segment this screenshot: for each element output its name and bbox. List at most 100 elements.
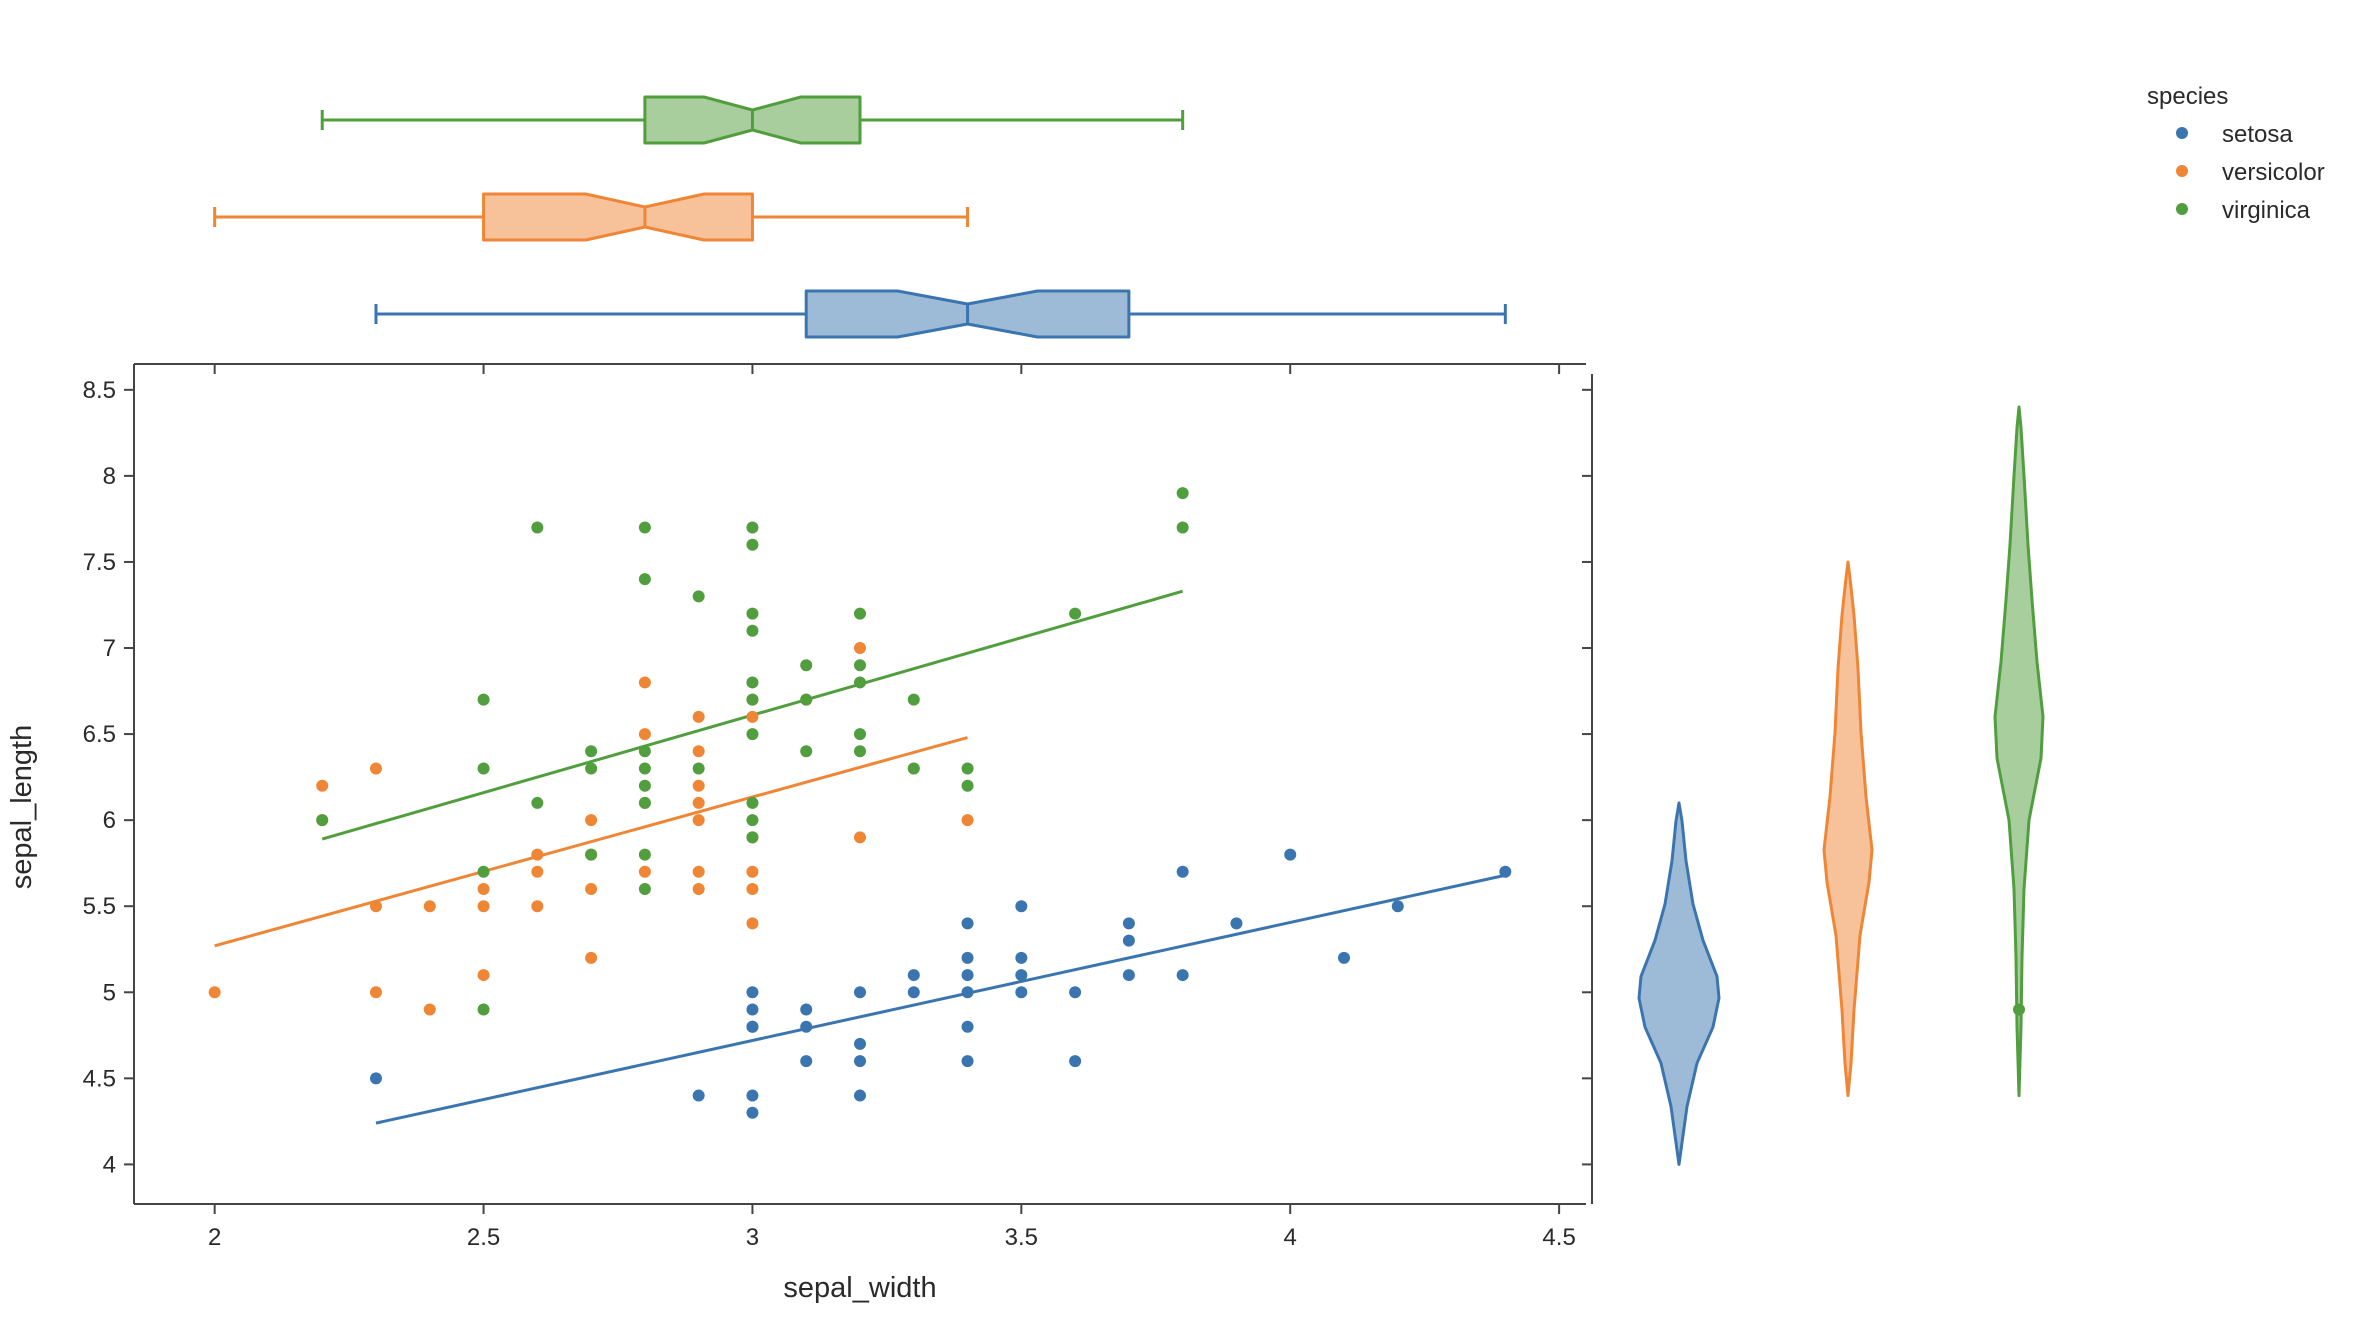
scatter-point-versicolor: [692, 865, 705, 878]
legend-marker-versicolor: [2176, 165, 2188, 177]
scatter-point-setosa: [961, 917, 974, 930]
violin-versicolor: [1822, 560, 1874, 1098]
violin-setosa: [1637, 801, 1721, 1166]
box-versicolor: [482, 192, 754, 242]
scatter-point-versicolor: [477, 900, 490, 913]
x-axis-title: sepal_width: [783, 1272, 936, 1304]
scatter-point-setosa: [1069, 1055, 1082, 1068]
legend: species setosa versicolor virginica: [2147, 83, 2325, 224]
scatter-point-virginica: [746, 521, 759, 534]
scatter-point-versicolor: [531, 848, 544, 861]
y-tick-label: 7.5: [83, 549, 116, 576]
violin-outlier-virginica: [2013, 1003, 2025, 1016]
scatter-point-versicolor: [746, 865, 759, 878]
x-tick-label: 3: [746, 1224, 759, 1251]
scatter-point-virginica: [800, 659, 813, 672]
marginal-violins: [1637, 405, 2045, 1166]
scatter-point-versicolor: [585, 814, 598, 827]
scatter-point-virginica: [854, 607, 866, 620]
y-tick-label: 7: [103, 635, 116, 662]
scatter-point-setosa: [854, 1089, 866, 1102]
scatter-point-setosa: [1015, 900, 1028, 913]
scatter-point-virginica: [638, 573, 651, 586]
trend-line-versicolor: [214, 736, 968, 948]
scatter-point-versicolor: [638, 676, 651, 689]
scatter-points: [208, 487, 1512, 1119]
scatter-point-versicolor: [638, 728, 651, 741]
scatter-point-virginica: [746, 538, 759, 551]
scatter-point-virginica: [746, 676, 759, 689]
scatter-point-versicolor: [477, 883, 490, 895]
y-tick-label: 5: [103, 979, 116, 1006]
scatter-point-setosa: [746, 1003, 759, 1016]
scatter-point-versicolor: [638, 865, 651, 878]
y-tick-label: 5.5: [83, 893, 116, 920]
scatter-point-virginica: [638, 779, 651, 792]
scatter-point-virginica: [638, 848, 651, 861]
scatter-point-setosa: [370, 1072, 382, 1085]
scatter-point-virginica: [638, 745, 651, 758]
scatter-point-setosa: [961, 969, 974, 982]
scatter-point-versicolor: [423, 1003, 436, 1016]
scatter-point-setosa: [1122, 934, 1135, 947]
scatter-point-setosa: [1230, 917, 1243, 930]
scatter-point-versicolor: [746, 883, 759, 895]
scatter-point-virginica: [692, 762, 705, 775]
y-axis-title: sepal_length: [6, 725, 38, 889]
scatter-point-setosa: [746, 1106, 759, 1119]
scatter-point-virginica: [961, 762, 974, 775]
trend-line-setosa: [375, 873, 1506, 1125]
scatter-point-virginica: [1176, 487, 1189, 500]
scatter-point-setosa: [1069, 986, 1082, 999]
legend-marker-virginica: [2176, 203, 2188, 215]
scatter-point-virginica: [692, 590, 705, 603]
scatter-point-virginica: [746, 814, 759, 827]
scatter-point-virginica: [585, 848, 598, 861]
scatter-point-virginica: [531, 521, 544, 534]
scatter-point-setosa: [746, 986, 759, 999]
scatter-point-setosa: [907, 969, 920, 982]
y-tick-label: 4: [103, 1151, 116, 1178]
legend-title: species: [2147, 83, 2228, 110]
scatter-point-setosa: [1122, 969, 1135, 982]
legend-label-versicolor: versicolor: [2222, 159, 2325, 186]
scatter-point-versicolor: [961, 814, 974, 827]
scatter-point-virginica: [746, 728, 759, 741]
scatter-point-setosa: [746, 1020, 759, 1033]
scatter-point-virginica: [585, 762, 598, 775]
scatter-point-virginica: [1176, 521, 1189, 534]
scatter-point-versicolor: [692, 883, 705, 895]
scatter-point-virginica: [746, 796, 759, 809]
scatter-point-versicolor: [692, 710, 705, 723]
scatter-point-versicolor: [370, 900, 382, 913]
scatter-point-versicolor: [585, 951, 598, 964]
scatter-point-versicolor: [531, 900, 544, 913]
scatter-point-virginica: [477, 762, 490, 775]
marginal-box-plots: [213, 95, 1507, 339]
axis-ticks: 2 2.5 3 3.5 4 4.5 4 4.5 5 5.5 6 6.5 7 7.5 8 8.5: [83, 364, 1592, 1251]
scatter-point-versicolor: [316, 779, 329, 792]
scatter-point-versicolor: [692, 745, 705, 758]
scatter-point-virginica: [531, 796, 544, 809]
scatter-point-virginica: [477, 693, 490, 706]
scatter-point-virginica: [800, 745, 813, 758]
scatter-point-setosa: [961, 986, 974, 999]
scatter-point-virginica: [638, 521, 651, 534]
scatter-point-setosa: [854, 1037, 866, 1050]
scatter-point-virginica: [854, 728, 866, 741]
scatter-point-setosa: [961, 951, 974, 964]
legend-marker-setosa: [2176, 127, 2188, 139]
scatter-point-versicolor: [370, 986, 382, 999]
y-tick-label: 8.5: [83, 377, 116, 404]
scatter-point-virginica: [638, 883, 651, 895]
scatter-point-setosa: [746, 1089, 759, 1102]
scatter-point-setosa: [1499, 865, 1512, 878]
y-tick-label: 6: [103, 807, 116, 834]
scatter-point-setosa: [1176, 969, 1189, 982]
scatter-point-virginica: [746, 607, 759, 620]
scatter-point-versicolor: [692, 796, 705, 809]
scatter-point-virginica: [746, 831, 759, 844]
scatter-point-virginica: [585, 745, 598, 758]
